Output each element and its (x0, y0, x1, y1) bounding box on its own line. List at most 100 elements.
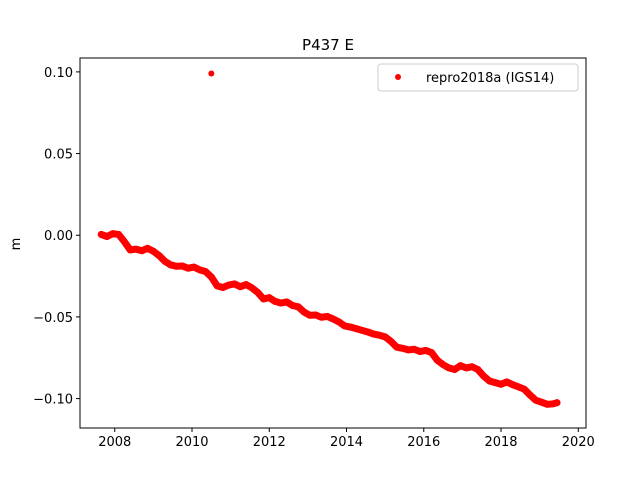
data-point (242, 281, 250, 288)
data-point (260, 295, 267, 303)
data-point (352, 325, 360, 333)
data-point (219, 284, 227, 291)
data-point (323, 313, 331, 320)
data-point (115, 231, 123, 238)
data-point (433, 356, 441, 364)
chart-title: P437 E (302, 36, 354, 54)
data-point (294, 303, 302, 311)
x-tick-label: 2008 (98, 435, 131, 450)
data-point (486, 377, 493, 385)
data-point (277, 299, 285, 307)
data-point (126, 246, 134, 254)
data-point (526, 391, 534, 399)
data-point (416, 348, 424, 355)
data-point (132, 245, 140, 253)
data-point (335, 318, 343, 326)
data-point (387, 338, 395, 345)
data-point (399, 344, 406, 352)
data-point (144, 244, 152, 252)
y-axis-label: m (9, 238, 24, 251)
legend-label: repro2018a (IGS14) (426, 71, 554, 86)
data-point (439, 361, 447, 369)
data-point (503, 378, 511, 386)
data-point (468, 363, 476, 371)
data-point (381, 333, 389, 341)
data-point (173, 262, 180, 270)
data-point (543, 400, 551, 408)
data-point (462, 364, 470, 372)
data-point (538, 398, 545, 406)
data-point (451, 366, 459, 373)
x-axis: 2008 2010 2012 2014 2016 2018 2020 (98, 428, 595, 450)
data-point (231, 280, 238, 288)
data-point (178, 262, 186, 270)
x-tick-label: 2016 (407, 435, 440, 450)
data-point (491, 379, 499, 386)
x-tick-label: 2020 (562, 435, 595, 450)
plot-frame (79, 57, 587, 429)
data-point (341, 322, 348, 330)
data-point (474, 366, 482, 373)
data-point (283, 298, 291, 306)
data-point (207, 273, 215, 281)
x-tick-label: 2010 (175, 435, 208, 450)
data-point (196, 266, 204, 274)
y-tick-label: −0.05 (33, 311, 73, 326)
data-point (422, 347, 430, 354)
data-point (248, 284, 256, 292)
data-layer (97, 70, 561, 408)
data-point (167, 261, 175, 269)
data-point (404, 346, 412, 354)
data-point (393, 343, 401, 351)
data-point (457, 362, 464, 369)
y-axis: 0.10 0.05 0.00 −0.05 −0.10 (33, 66, 80, 408)
data-point (225, 281, 233, 289)
data-point (515, 383, 522, 391)
data-point (329, 315, 337, 323)
data-point (318, 313, 325, 321)
data-point (103, 233, 111, 240)
data-point (289, 302, 296, 309)
data-point (271, 298, 279, 305)
outlier-point (208, 70, 215, 77)
y-tick-label: 0.10 (44, 66, 73, 81)
data-point (149, 247, 157, 255)
data-point (497, 380, 505, 388)
data-point (312, 311, 320, 319)
data-point (161, 257, 169, 265)
x-tick-label: 2014 (330, 435, 363, 450)
data-point (213, 282, 221, 290)
legend-box (377, 63, 579, 92)
data-point (375, 331, 383, 339)
data-point (202, 268, 209, 275)
y-tick-label: 0.05 (44, 148, 73, 163)
data-point (346, 323, 354, 331)
data-point (121, 238, 128, 246)
legend: repro2018a (IGS14) (377, 63, 579, 92)
data-point (445, 364, 453, 372)
data-point (428, 349, 435, 356)
data-point (236, 283, 244, 291)
data-point (190, 263, 198, 271)
x-tick-label: 2018 (484, 435, 517, 450)
data-point (254, 289, 262, 296)
x-tick-label: 2012 (253, 435, 286, 450)
data-point (358, 326, 366, 334)
data-point (184, 264, 192, 272)
data-point (370, 330, 377, 338)
y-tick-label: 0.00 (44, 229, 73, 244)
data-point (306, 311, 314, 319)
data-point (138, 247, 146, 255)
data-point (109, 230, 117, 238)
data-point (480, 372, 488, 380)
legend-marker (395, 74, 401, 80)
data-point (553, 399, 561, 407)
data-point (410, 345, 418, 353)
data-point (520, 385, 528, 393)
data-point (364, 328, 372, 336)
data-point (509, 381, 517, 389)
data-point (155, 252, 163, 260)
y-tick-label: −0.10 (33, 393, 73, 408)
data-point (300, 308, 308, 316)
